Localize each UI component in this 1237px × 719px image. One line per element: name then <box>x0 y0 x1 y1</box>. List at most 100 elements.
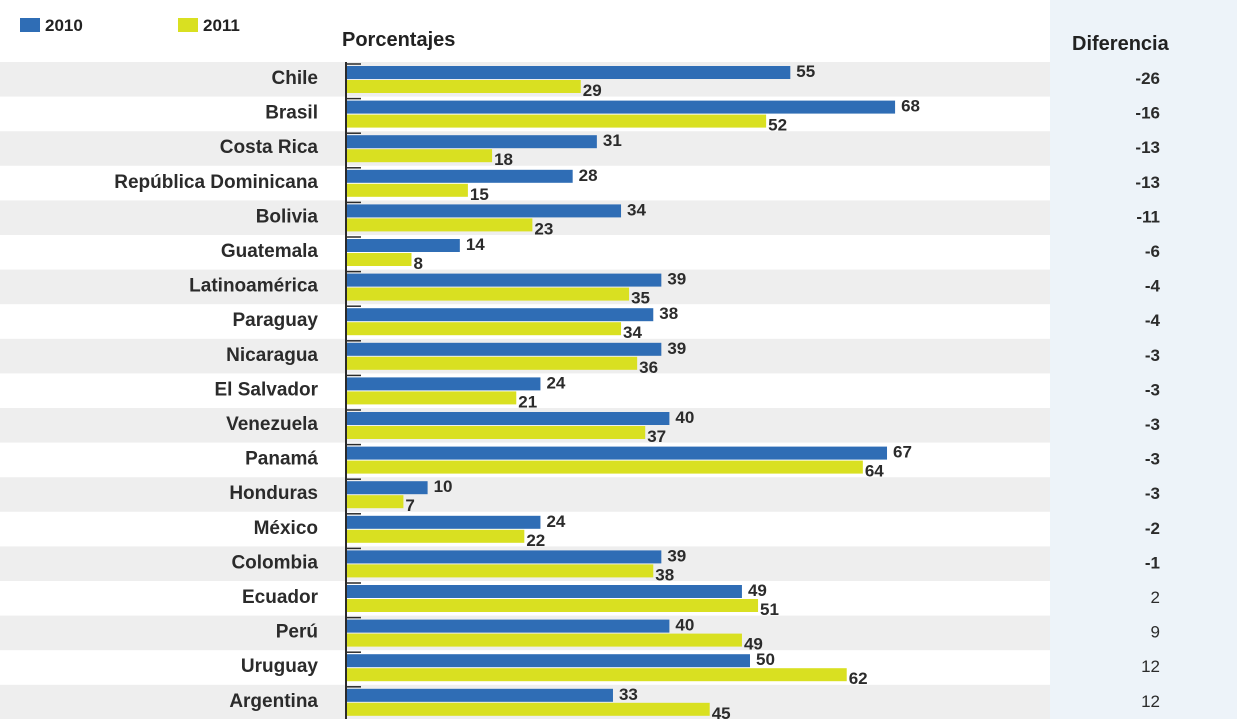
value-label-2011-ecuador: 51 <box>760 600 779 619</box>
bar-2010-uruguay <box>347 654 750 668</box>
category-label-nicaragua: Nicaragua <box>226 345 318 366</box>
bar-2011-ecuador <box>347 599 759 612</box>
bar-2010-paraguay <box>347 308 654 322</box>
category-label-costa-rica: Costa Rica <box>220 137 319 158</box>
difference-value-uruguay: 12 <box>1141 657 1160 676</box>
value-label-2011-uruguay: 62 <box>849 669 868 688</box>
bar-2010-brasil <box>347 100 896 114</box>
bar-2011-costa-rica <box>347 149 493 163</box>
bar-2010-ecuador <box>347 585 742 598</box>
difference-value-chile: -26 <box>1135 69 1160 88</box>
category-label-panama: Panamá <box>245 449 318 470</box>
chart-title: Porcentajes <box>342 29 455 51</box>
difference-value-latinoamerica: -4 <box>1145 277 1161 296</box>
bar-2011-bolivia <box>347 218 533 232</box>
value-label-2011-bolivia: 23 <box>534 219 553 238</box>
bar-2010-costa-rica <box>347 135 597 149</box>
bar-2010-honduras <box>347 481 428 495</box>
value-label-2010-costa-rica: 31 <box>603 131 622 150</box>
difference-value-guatemala: -6 <box>1145 242 1160 261</box>
bar-2011-nicaragua <box>347 356 638 370</box>
bar-2010-argentina <box>347 688 613 702</box>
value-label-2011-colombia: 38 <box>655 565 674 584</box>
category-label-honduras: Honduras <box>229 483 318 504</box>
category-label-el-salvador: El Salvador <box>215 379 319 400</box>
category-label-paraguay: Paraguay <box>232 310 318 331</box>
value-label-2010-uruguay: 50 <box>756 650 775 669</box>
bar-2010-chile <box>347 66 791 79</box>
value-label-2010-argentina: 33 <box>619 685 638 704</box>
bar-2010-peru <box>347 619 670 633</box>
bar-2010-latinoamerica <box>347 273 662 287</box>
difference-value-costa-rica: -13 <box>1135 138 1160 157</box>
value-label-2011-argentina: 45 <box>712 704 731 719</box>
difference-value-bolivia: -11 <box>1136 207 1160 226</box>
difference-value-honduras: -3 <box>1145 484 1160 503</box>
value-label-2011-costa-rica: 18 <box>494 150 513 169</box>
difference-value-republica-dominicana: -13 <box>1135 173 1160 192</box>
value-label-2011-honduras: 7 <box>405 496 414 515</box>
value-label-2011-guatemala: 8 <box>413 254 422 273</box>
legend-swatch-2010 <box>20 18 40 32</box>
value-label-2011-panama: 64 <box>865 462 884 481</box>
value-label-2011-latinoamerica: 35 <box>631 289 650 308</box>
value-label-2010-colombia: 39 <box>667 546 686 565</box>
category-label-ecuador: Ecuador <box>242 587 319 608</box>
difference-value-ecuador: 2 <box>1151 588 1160 607</box>
category-label-uruguay: Uruguay <box>241 656 319 677</box>
category-label-venezuela: Venezuela <box>226 414 318 435</box>
difference-value-el-salvador: -3 <box>1145 380 1160 399</box>
difference-value-brasil: -16 <box>1135 104 1160 123</box>
row-band-honduras <box>0 477 1050 512</box>
value-label-2010-paraguay: 38 <box>659 304 678 323</box>
bar-2011-uruguay <box>347 668 847 682</box>
bar-2011-honduras <box>347 495 404 509</box>
category-label-chile: Chile <box>272 68 318 89</box>
bar-2011-mexico <box>347 529 525 543</box>
value-label-2010-peru: 40 <box>675 616 694 635</box>
value-label-2010-brasil: 68 <box>901 97 920 116</box>
value-label-2010-venezuela: 40 <box>675 408 694 427</box>
value-label-2011-paraguay: 34 <box>623 323 642 342</box>
category-label-latinoamerica: Latinoamérica <box>189 276 318 297</box>
legend: 2010 2011 <box>20 16 240 35</box>
difference-value-venezuela: -3 <box>1145 415 1160 434</box>
bar-2011-colombia <box>347 564 654 578</box>
value-label-2011-venezuela: 37 <box>647 427 666 446</box>
bar-2010-guatemala <box>347 239 460 252</box>
value-label-2010-guatemala: 14 <box>466 235 485 254</box>
bar-2011-argentina <box>347 702 710 716</box>
bar-2011-guatemala <box>347 253 412 266</box>
difference-column-band <box>1050 0 1237 719</box>
value-label-2010-chile: 55 <box>796 62 815 81</box>
value-label-2010-mexico: 24 <box>546 512 565 531</box>
bar-2010-bolivia <box>347 204 622 218</box>
value-label-2010-honduras: 10 <box>434 477 453 496</box>
category-label-colombia: Colombia <box>231 552 318 573</box>
bar-2011-paraguay <box>347 322 622 336</box>
value-label-2010-el-salvador: 24 <box>546 373 565 392</box>
bar-2011-brasil <box>347 114 767 128</box>
difference-value-colombia: -1 <box>1145 553 1160 572</box>
difference-value-mexico: -2 <box>1145 519 1160 538</box>
category-label-bolivia: Bolivia <box>256 206 319 227</box>
difference-value-panama: -3 <box>1145 450 1160 469</box>
bar-2011-panama <box>347 460 863 474</box>
bar-2010-republica-dominicana <box>347 169 573 183</box>
category-label-republica-dominicana: República Dominicana <box>114 172 318 193</box>
value-label-2011-chile: 29 <box>583 81 602 100</box>
difference-value-argentina: 12 <box>1141 692 1160 711</box>
value-label-2011-republica-dominicana: 15 <box>470 185 489 204</box>
value-label-2011-peru: 49 <box>744 635 763 654</box>
value-label-2011-brasil: 52 <box>768 116 787 135</box>
bar-2011-venezuela <box>347 426 646 439</box>
bar-2010-panama <box>347 446 888 460</box>
legend-label-2010: 2010 <box>45 16 83 35</box>
category-label-guatemala: Guatemala <box>221 241 319 262</box>
bar-2011-peru <box>347 633 742 647</box>
bar-2011-el-salvador <box>347 391 517 405</box>
value-label-2011-nicaragua: 36 <box>639 358 658 377</box>
legend-label-2011: 2011 <box>203 16 240 35</box>
